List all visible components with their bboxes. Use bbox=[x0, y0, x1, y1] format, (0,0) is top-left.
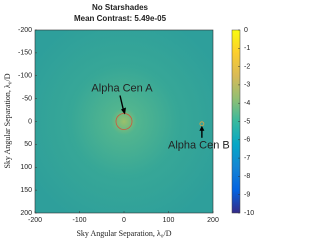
x-tick-label: 200 bbox=[207, 217, 219, 224]
x-axis-label: Sky Angular Separation, λ₀/D bbox=[76, 229, 171, 238]
colorbar-tick-label: -6 bbox=[244, 137, 250, 144]
y-tick-label: 200 bbox=[20, 210, 32, 217]
x-tick-label: 0 bbox=[122, 217, 126, 224]
star-marker bbox=[115, 113, 133, 130]
chart: No Starshades Mean Contrast: 5.49e-05 Sk… bbox=[3, 3, 254, 238]
chart-title: No Starshades bbox=[92, 3, 149, 12]
colorbar-tick-label: -9 bbox=[244, 192, 250, 199]
colorbar-tick-label: -7 bbox=[244, 155, 250, 162]
colorbar-tick-label: -1 bbox=[244, 45, 250, 52]
colorbar-tick-label: -3 bbox=[244, 82, 250, 89]
x-tick-label: -100 bbox=[72, 217, 86, 224]
y-axis-label: Sky Angular Separation, λ₀/D bbox=[3, 73, 12, 168]
colorbar-tick-label: -8 bbox=[244, 173, 250, 180]
annotation-label: Alpha Cen B bbox=[168, 140, 230, 152]
arrow-head bbox=[121, 107, 126, 115]
colorbar-tick-label: 0 bbox=[244, 27, 248, 34]
y-tick-label: 0 bbox=[28, 118, 32, 125]
arrow-head bbox=[199, 125, 205, 131]
colorbar-tick-label: -5 bbox=[244, 118, 250, 125]
chart-subtitle: Mean Contrast: 5.49e-05 bbox=[74, 14, 167, 23]
y-tick-label: 150 bbox=[20, 187, 32, 194]
y-tick-label: -50 bbox=[22, 95, 32, 102]
colorbar-tick-label: -10 bbox=[244, 210, 254, 217]
x-tick-label: 100 bbox=[163, 217, 175, 224]
heatmap-field bbox=[35, 30, 213, 213]
y-tick-label: -150 bbox=[18, 50, 32, 57]
colorbar-tick-label: -4 bbox=[244, 100, 250, 107]
y-tick-label: 100 bbox=[20, 164, 32, 171]
y-tick-label: -100 bbox=[18, 73, 32, 80]
colorbar-tick-label: -2 bbox=[244, 63, 250, 70]
y-tick-label: -200 bbox=[18, 27, 32, 34]
y-tick-label: 50 bbox=[24, 141, 32, 148]
annotation-label: Alpha Cen A bbox=[91, 82, 153, 94]
x-tick-label: -200 bbox=[28, 217, 42, 224]
